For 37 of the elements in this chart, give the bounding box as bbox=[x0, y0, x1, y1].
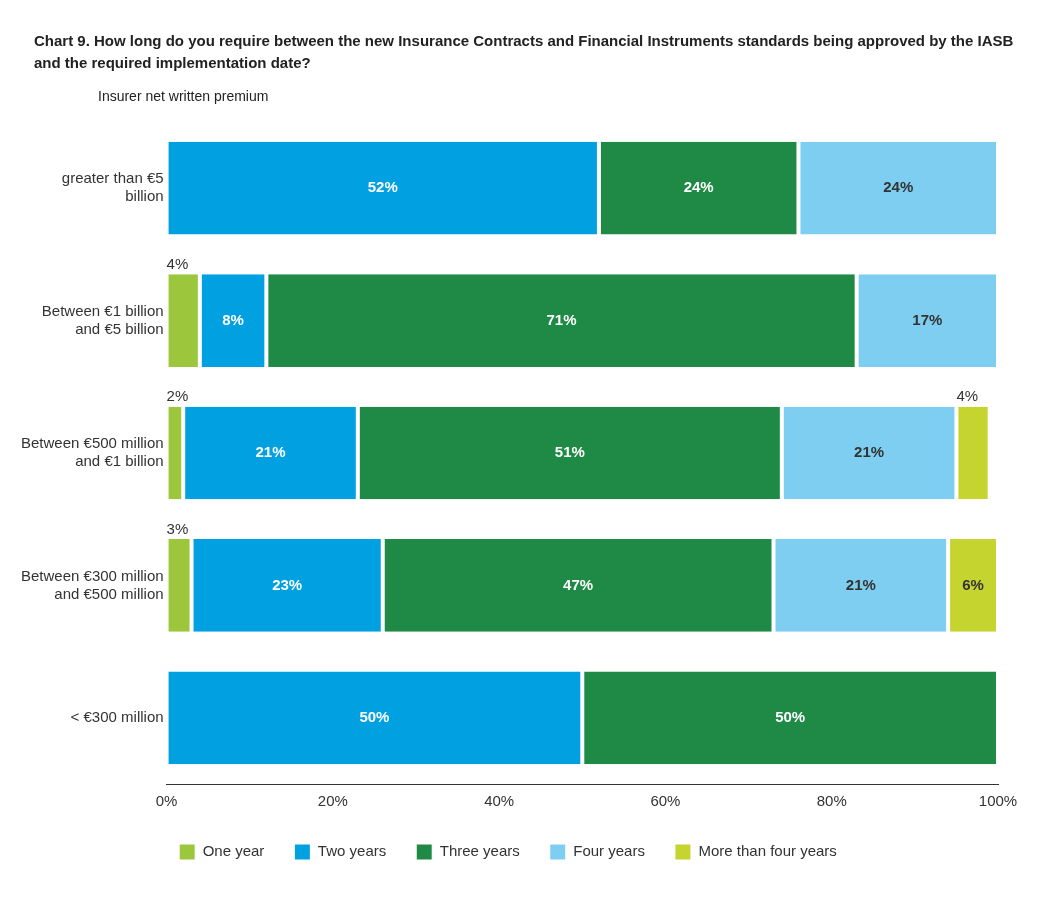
legend-label: Two years bbox=[317, 841, 387, 859]
data-label: 24% bbox=[883, 177, 914, 195]
y-tick-label: Between €300 million and €500 million bbox=[20, 566, 164, 602]
data-label: 17% bbox=[912, 310, 943, 328]
data-label: 24% bbox=[683, 177, 714, 195]
data-label: 50% bbox=[359, 707, 390, 725]
x-tick-label: 20% bbox=[317, 791, 348, 809]
data-label: 23% bbox=[272, 575, 303, 593]
legend-label: One year bbox=[202, 841, 265, 859]
chart-title: Chart 9. How long do you require between the new Insurance Contracts and Financial Instruments standards being approved by the IASB and the required implementation date? bbox=[34, 31, 1015, 73]
legend-label: More than four years bbox=[698, 841, 837, 859]
data-label: 47% bbox=[563, 575, 594, 593]
data-label: 21% bbox=[845, 575, 876, 593]
data-label: 50% bbox=[775, 707, 806, 725]
data-label: 8% bbox=[222, 310, 244, 328]
legend-label: Three years bbox=[439, 841, 520, 859]
data-label: 21% bbox=[255, 442, 286, 460]
data-label: 51% bbox=[554, 442, 585, 460]
x-tick-label: 60% bbox=[650, 791, 681, 809]
x-tick-label: 100% bbox=[978, 791, 1018, 809]
x-tick-label: 40% bbox=[484, 791, 515, 809]
data-label: 52% bbox=[367, 177, 398, 195]
data-label: 71% bbox=[546, 310, 577, 328]
data-label: 3% bbox=[166, 519, 189, 537]
legend-label: Four years bbox=[573, 841, 645, 859]
x-tick-label: 80% bbox=[816, 791, 847, 809]
y-tick-label: greater than €5 billion bbox=[61, 168, 164, 204]
x-tick-label: 0% bbox=[155, 791, 178, 809]
data-label: 21% bbox=[854, 442, 885, 460]
y-tick-label: Between €500 million and €1 billion bbox=[20, 433, 164, 469]
data-label: 4% bbox=[956, 386, 979, 404]
data-label: 6% bbox=[962, 575, 984, 593]
y-tick-label: < €300 million bbox=[70, 707, 164, 725]
y-tick-label: Between €1 billion and €5 billion bbox=[41, 301, 164, 337]
data-label: 2% bbox=[166, 386, 189, 404]
y-axis-title: Insurer net written premium bbox=[98, 87, 270, 104]
data-label: 4% bbox=[166, 254, 189, 272]
